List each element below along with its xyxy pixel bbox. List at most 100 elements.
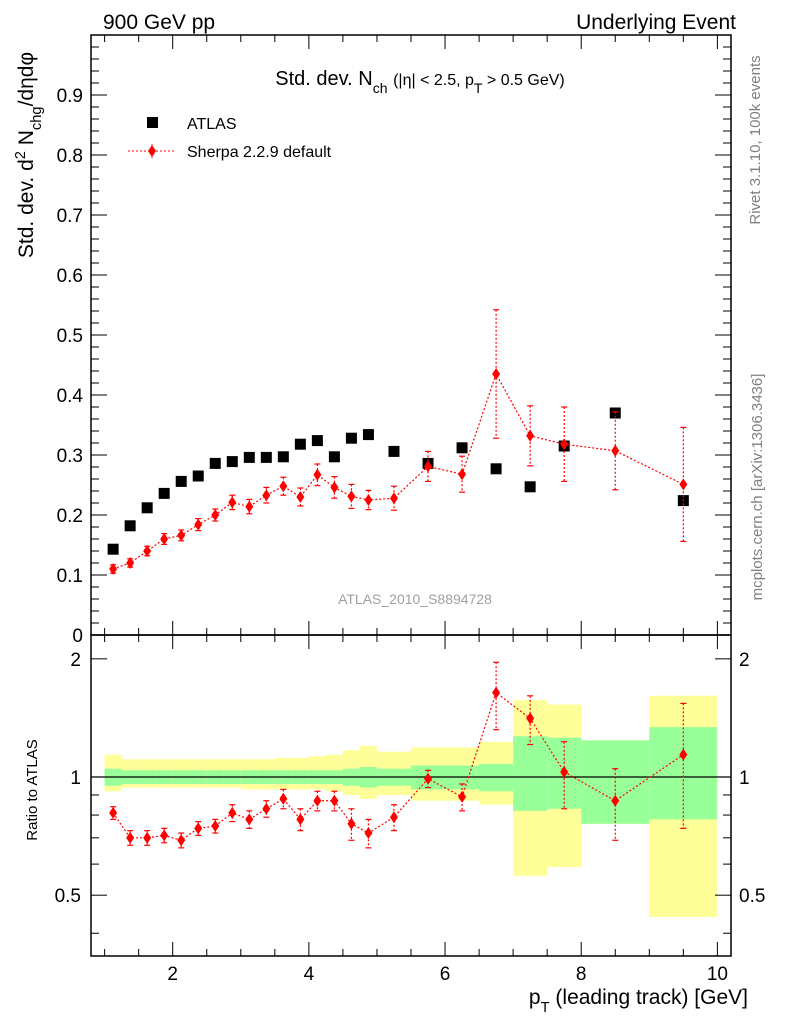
x-axis-label: pT (leading track) [GeV] [529, 986, 748, 1016]
atlas-point [345, 432, 357, 444]
sherpa-point [279, 480, 288, 493]
atlas-point [490, 463, 502, 475]
x-tick-label: 2 [167, 964, 178, 985]
ratio-point [611, 794, 620, 807]
ratio-y-tick-label-right: 0.5 [739, 886, 765, 907]
ratio-point [279, 792, 288, 805]
sherpa-point [389, 492, 398, 505]
main-y-tick-label: 0.1 [57, 566, 83, 587]
ratio-y-axis-label: Ratio to ATLAS [24, 739, 41, 840]
ratio-point [330, 794, 339, 807]
main-y-tick-label: 0.3 [57, 446, 83, 467]
sherpa-point [679, 478, 688, 491]
ratio-axes: 2 4 6 8 10 0.5 0.5 1 1 2 2 [55, 635, 765, 985]
sherpa-point [526, 429, 535, 442]
ratio-point [424, 772, 433, 785]
atlas-point [226, 456, 238, 468]
ratio-y-tick-label-right: 2 [739, 650, 750, 671]
legend: ATLAS Sherpa 2.2.9 default [128, 116, 332, 161]
ratio-point [526, 712, 535, 725]
sherpa-point [424, 460, 433, 473]
atlas-point [328, 451, 340, 463]
sherpa-point [160, 533, 169, 545]
sherpa-point [560, 438, 569, 451]
header-right: Underlying Event [576, 11, 736, 34]
analysis-label: ATLAS_2010_S8894728 [338, 591, 492, 607]
main-y-tick-label: 0.7 [57, 206, 83, 227]
ratio-y-tick-label: 0.5 [55, 886, 81, 907]
sherpa-point [364, 494, 373, 506]
main-y-tick-label: 0.8 [57, 146, 83, 167]
atlas-point [107, 543, 119, 555]
atlas-point [524, 481, 536, 493]
inner-band [513, 736, 548, 811]
atlas-point [141, 502, 153, 514]
ratio-y-tick-label: 1 [70, 768, 81, 789]
ratio-point [109, 806, 118, 819]
atlas-point [260, 451, 272, 463]
atlas-point [388, 445, 400, 457]
ratio-point [389, 811, 398, 824]
x-tick-label: 6 [440, 964, 451, 985]
mcplots-label: mcplots.cern.ch [arXiv:1306.3436] [749, 374, 766, 601]
ratio-y-tick-label: 2 [70, 650, 81, 671]
atlas-point [294, 438, 306, 450]
sherpa-point [228, 496, 237, 509]
ratio-point [194, 822, 203, 835]
sherpa-point [296, 491, 305, 503]
ratio-series-layer [109, 661, 688, 849]
ratio-point [492, 686, 501, 699]
ratio-point [143, 831, 152, 844]
ratio-point [262, 802, 271, 815]
atlas-point [192, 470, 204, 482]
main-y-tick-label: 0.9 [57, 86, 83, 107]
x-tick-label: 8 [576, 964, 587, 985]
sherpa-point [177, 529, 186, 542]
sherpa-point [109, 563, 118, 575]
ratio-uncertainty-bands [104, 695, 718, 917]
x-tick-label: 10 [707, 964, 728, 985]
ratio-point [364, 827, 373, 840]
sherpa-point [347, 490, 356, 503]
atlas-point [209, 457, 221, 469]
legend-atlas-label: ATLAS [187, 116, 237, 133]
atlas-point [158, 487, 170, 499]
main-y-tick-label: 0 [72, 626, 83, 647]
ratio-point [177, 834, 186, 847]
legend-sherpa-marker [148, 145, 156, 157]
atlas-point [362, 429, 374, 441]
ratio-point [160, 829, 169, 842]
main-y-tick-label: 0.4 [57, 386, 84, 407]
sherpa-point [313, 468, 322, 481]
main-series-layer [107, 309, 689, 575]
atlas-point [124, 520, 136, 532]
sherpa-point [126, 557, 135, 569]
ratio-point [560, 765, 569, 778]
sherpa-point [492, 368, 501, 380]
atlas-point [243, 451, 255, 463]
atlas-point [311, 435, 323, 447]
main-y-tick-label: 0.6 [57, 266, 83, 287]
sherpa-line [112, 372, 684, 570]
atlas-point [277, 451, 289, 463]
ratio-point [347, 817, 356, 830]
main-y-tick-label: 0.2 [57, 506, 83, 527]
sherpa-point [211, 509, 220, 521]
ratio-y-tick-label-right: 1 [739, 768, 750, 789]
ratio-point [245, 813, 254, 826]
ratio-point [313, 794, 322, 807]
ratio-point [458, 790, 467, 803]
rivet-label: Rivet 3.1.10, 100k events [747, 55, 764, 224]
sherpa-point [611, 444, 620, 457]
sherpa-point [245, 500, 254, 513]
sherpa-point [262, 489, 271, 502]
main-title: Std. dev. Nch (|η| < 2.5, pT > 0.5 GeV) [275, 68, 564, 96]
atlas-point [175, 475, 187, 487]
ratio-sherpa-line [112, 691, 684, 841]
sherpa-point [194, 518, 203, 531]
sherpa-point [143, 545, 152, 557]
main-y-axis-label: Std. dev. d2 Nchg/dηdφ [13, 52, 45, 258]
ratio-point [679, 748, 688, 761]
main-axes: 0 0.1 0.2 0.3 0.4 0.5 0.6 0.7 0.8 0.9 [57, 34, 731, 647]
